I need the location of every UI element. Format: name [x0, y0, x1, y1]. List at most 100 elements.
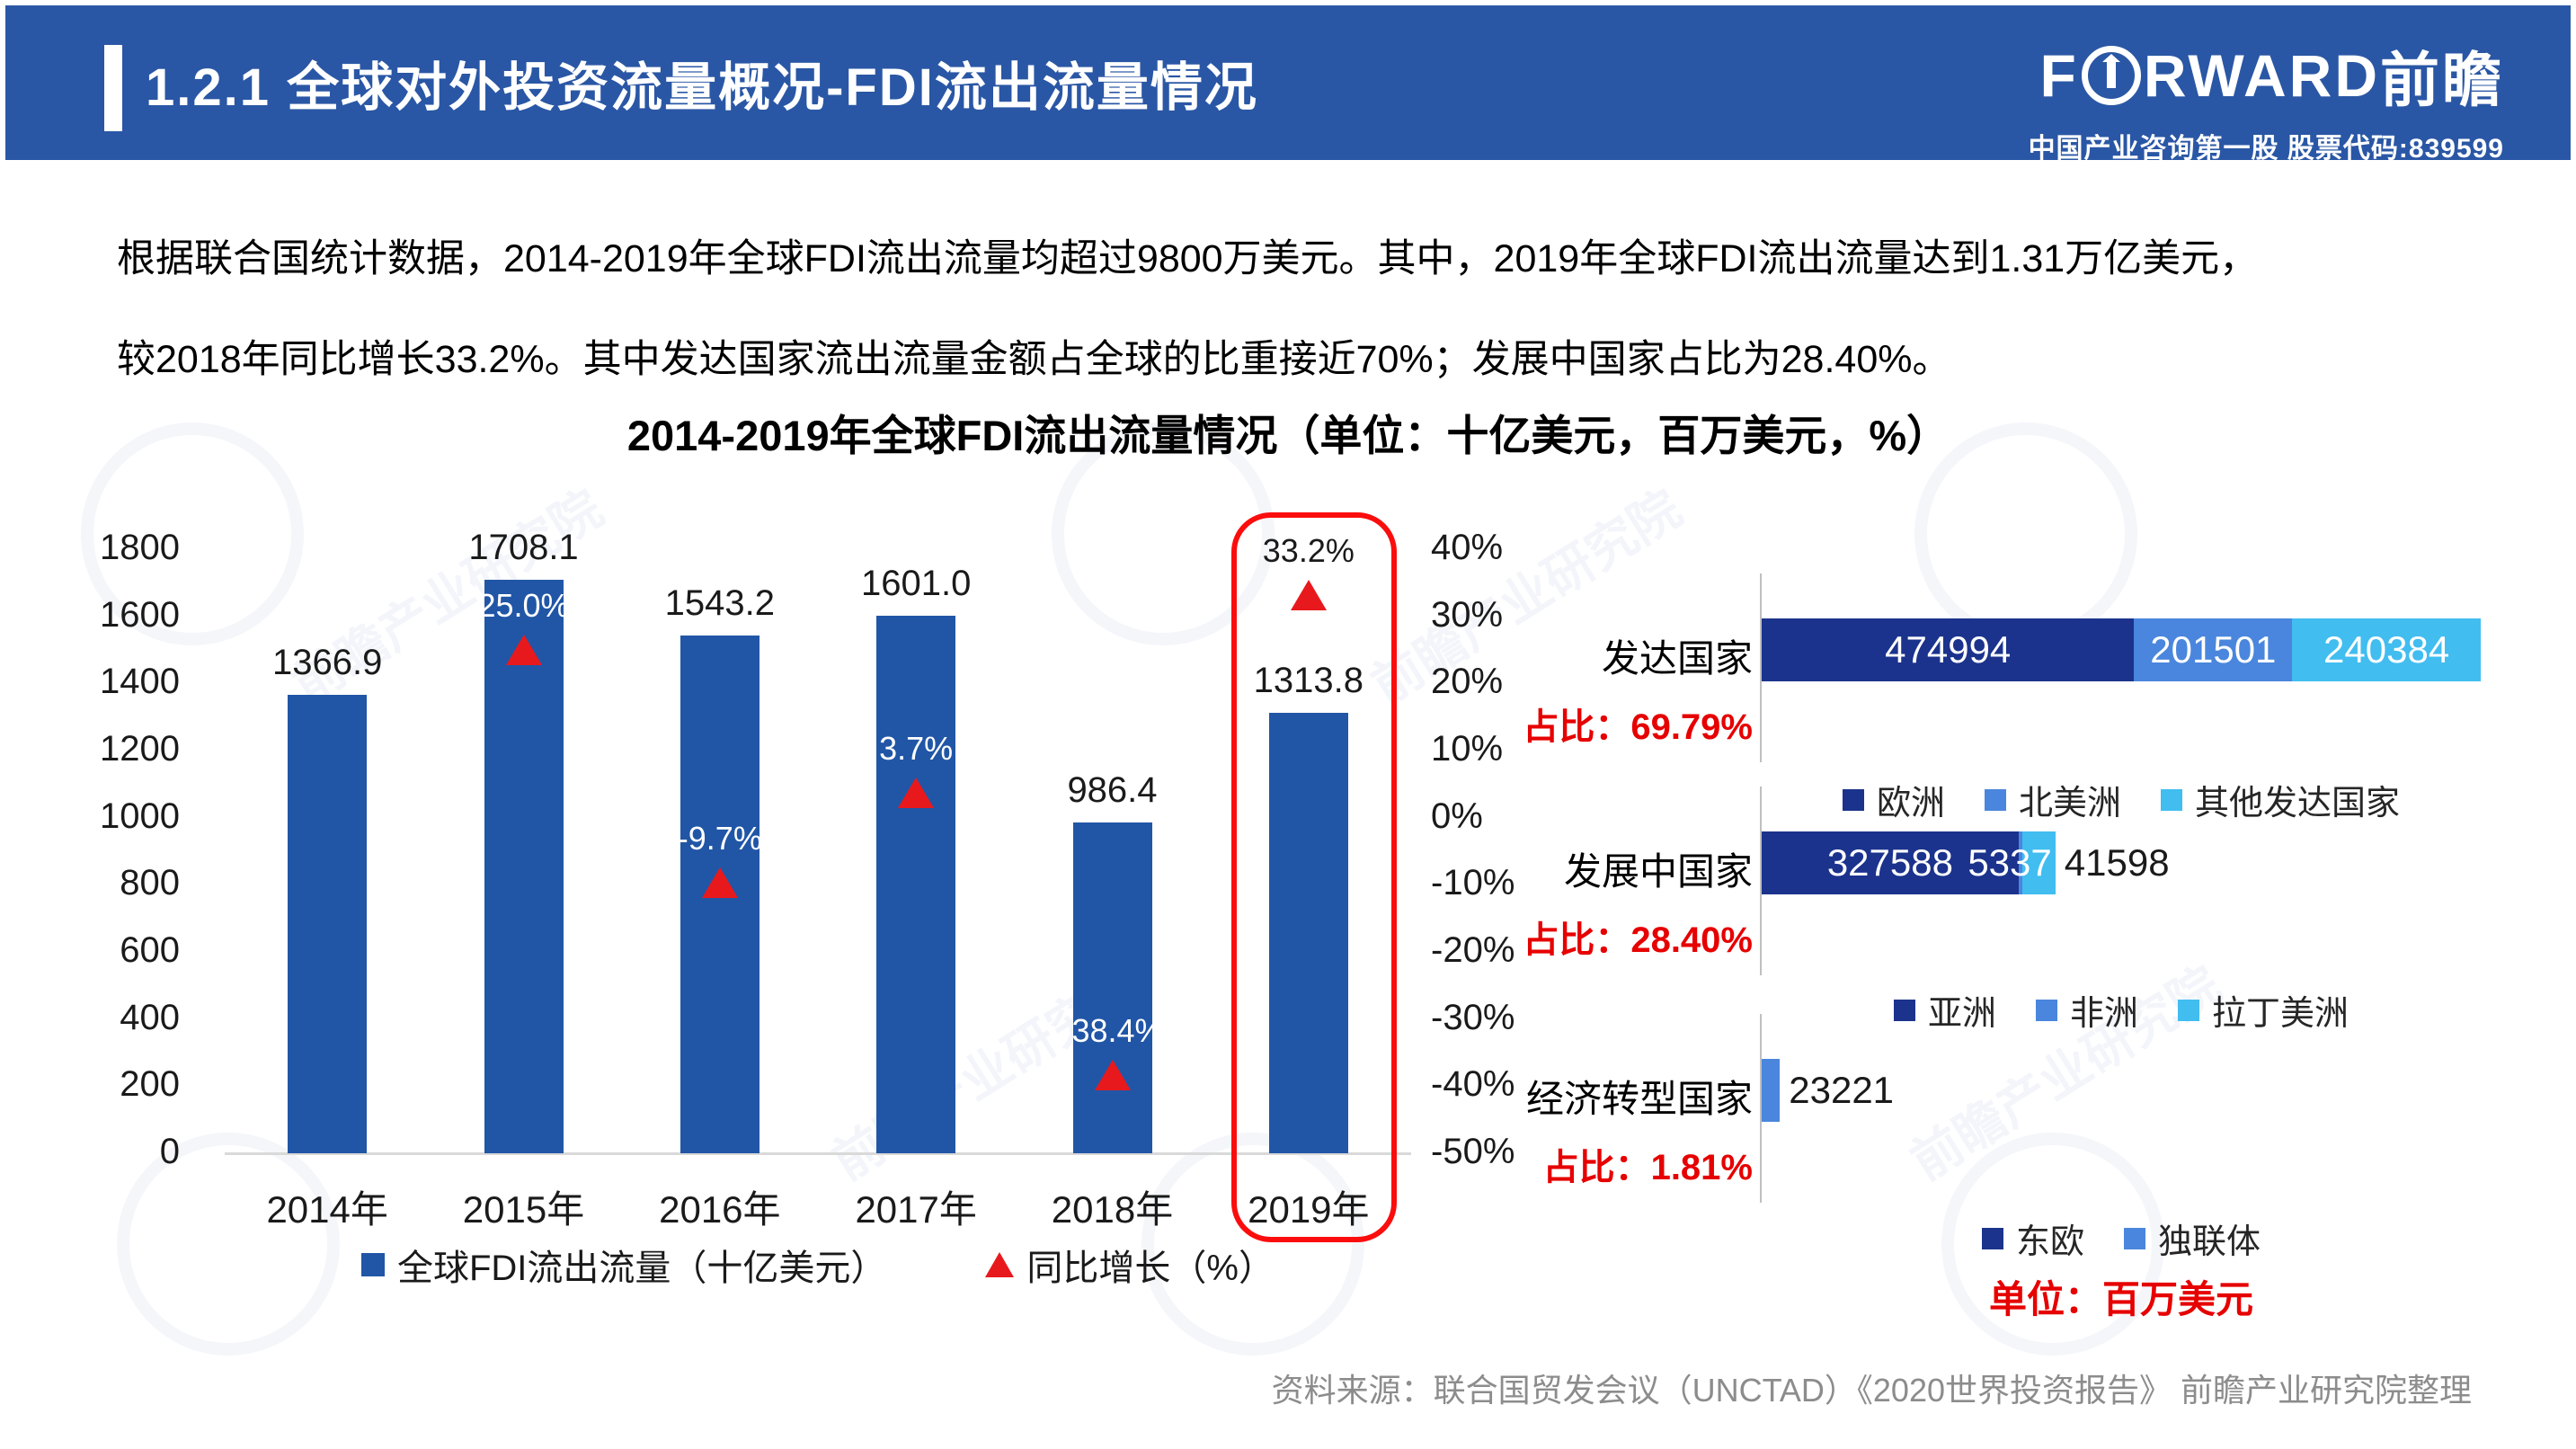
forward-logo: F RWARD 前瞻 中国产业咨询第一股 股票代码:839599: [2029, 32, 2504, 165]
growth-triangle: [898, 778, 935, 809]
logo-cn: 前瞻: [2380, 47, 2504, 113]
legend-swatch: [2178, 999, 2199, 1021]
x-axis-label-2015年: 2015年: [462, 1188, 585, 1231]
segment-独联体: [1762, 1059, 1781, 1122]
growth-label: -38.4%: [1061, 1012, 1164, 1050]
y-axis-right-tick: 10%: [1431, 729, 1504, 769]
legend-item-欧洲: 欧洲: [1842, 775, 1945, 824]
growth-triangle: [1290, 579, 1327, 610]
header-bar: 1.2.1 全球对外投资流量概况-FDI流出流量情况 F RWARD 前瞻 中国产业…: [5, 5, 2571, 164]
y-axis-right-tick: -20%: [1431, 930, 1515, 970]
segment-拉丁美洲: [2022, 831, 2056, 894]
lighthouse-icon: [2081, 46, 2141, 105]
y-axis-left-tick: 1400: [100, 662, 180, 702]
sub-legend-2: 亚洲 非洲 拉丁美洲: [1762, 985, 2481, 1035]
share-label-2: 占比：28.40%: [1523, 920, 1753, 960]
growth-triangle: [1094, 1060, 1131, 1091]
legend-item-东欧: 东欧: [1981, 1213, 2084, 1263]
y-axis-left-tick: 1200: [100, 729, 180, 769]
legend-item-独联体: 独联体: [2124, 1213, 2261, 1263]
legend-swatch: [1893, 999, 1915, 1021]
intro-paragraph: 根据联合国统计数据，2014-2019年全球FDI流出流量均超过9800万美元。…: [117, 209, 2481, 410]
y-axis-left-tick: 400: [120, 997, 180, 1037]
y-axis-right-tick: 30%: [1431, 594, 1504, 635]
bar-value-label: 1601.0: [860, 564, 972, 604]
page-title: 1.2.1 全球对外投资流量概况-FDI流出流量情况: [146, 58, 1258, 117]
legend-label: 拉丁美洲: [2212, 995, 2349, 1033]
legend-label: 全球FDI流出流量（十亿美元）: [396, 1249, 887, 1288]
x-axis-label-2016年: 2016年: [659, 1188, 781, 1231]
logo-letters: RWARD: [2143, 42, 2380, 109]
logo-letter-f: F: [2039, 42, 2079, 109]
row-label-3: 经济转型国家: [1525, 1078, 1753, 1120]
legend-label: 其他发达国家: [2195, 785, 2401, 822]
main-chart-legend: 全球FDI流出流量（十亿美元） 同比增长（%）: [229, 1239, 1407, 1291]
bar-value-label: 1543.2: [664, 582, 775, 623]
sub-legend-1: 欧洲 北美洲 其他发达国家: [1762, 775, 2481, 824]
intro-line-1: 根据联合国统计数据，2014-2019年全球FDI流出流量均超过9800万美元。…: [117, 237, 2259, 280]
y-axis-right-tick: 40%: [1431, 528, 1504, 567]
chart-title: 2014-2019年全球FDI流出流量情况（单位：十亿美元，百万美元，%）: [626, 412, 1950, 459]
row-axis-line: [1760, 1014, 1762, 1203]
y-axis-left-tick: 800: [120, 863, 180, 903]
bar-value-label: 1366.9: [271, 642, 383, 682]
y-axis-right-tick: 20%: [1431, 662, 1504, 702]
y-axis-left-tick: 1000: [100, 796, 180, 836]
legend-swatch: [1981, 1227, 2003, 1249]
legend-item-拉丁美洲: 拉丁美洲: [2178, 985, 2349, 1035]
row-axis-line: [1760, 787, 1762, 975]
unit-note: 单位：百万美元: [1988, 1278, 2253, 1320]
row-label-1: 发达国家: [1601, 637, 1753, 680]
segment-label-拉丁美洲: 41598: [2064, 841, 2170, 884]
title-accent-bar: [104, 45, 122, 131]
row-label-2: 发展中国家: [1563, 850, 1753, 893]
sub-legend-3: 东欧 独联体: [1762, 1213, 2481, 1263]
y-axis-left-tick: 200: [120, 1064, 180, 1105]
legend-label: 同比增长（%）: [1026, 1249, 1275, 1288]
bar-2014年: [288, 694, 368, 1153]
growth-label: -9.7%: [677, 820, 762, 858]
share-label-1: 占比：69.79%: [1523, 707, 1753, 747]
bar-value-label: 1313.8: [1253, 660, 1364, 700]
growth-label: 3.7%: [879, 730, 954, 768]
legend-swatch: [1984, 788, 2006, 811]
legend-label: 欧洲: [1876, 785, 1945, 822]
watermark-text: 前瞻产业研究院: [1901, 956, 2231, 1191]
y-axis-right-tick: -50%: [1431, 1132, 1515, 1171]
y-axis-right-tick: -30%: [1431, 997, 1515, 1037]
x-axis-line: [225, 1152, 1411, 1155]
legend-item-其他发达国家: 其他发达国家: [2161, 775, 2400, 824]
growth-label: 33.2%: [1262, 531, 1355, 569]
bar-2015年: [484, 580, 564, 1153]
bar-value-label: 1708.1: [468, 528, 579, 568]
forward-logo-wordmark: F RWARD 前瞻: [2029, 32, 2504, 119]
y-axis-right-tick: -40%: [1431, 1064, 1515, 1105]
legend-swatch: [2124, 1227, 2145, 1249]
share-label-3: 占比：1.81%: [1542, 1148, 1753, 1187]
segment-欧洲: 474994: [1762, 618, 2135, 681]
segment-label-独联体: 23221: [1789, 1069, 1895, 1111]
x-axis-label-2014年: 2014年: [266, 1188, 388, 1231]
segment-亚洲: 327588: [1762, 831, 2019, 894]
legend-swatch: [2035, 999, 2057, 1021]
legend-swatch: [2161, 788, 2182, 811]
segment-label-非洲: 5337: [1968, 841, 2052, 884]
bar-2018年: [1072, 822, 1152, 1153]
legend-label: 非洲: [2069, 995, 2138, 1033]
y-axis-left-tick: 0: [159, 1132, 180, 1171]
y-axis-right-tick: -10%: [1431, 863, 1515, 903]
bar-2017年: [876, 616, 956, 1153]
legend-swatch: [1842, 788, 1864, 811]
growth-triangle: [701, 867, 738, 899]
bar-value-label: 986.4: [1067, 769, 1158, 810]
highlight-box-2019: [1230, 512, 1397, 1242]
legend-label: 亚洲: [1927, 995, 1996, 1033]
legend-item-非洲: 非洲: [2035, 985, 2138, 1035]
source-note: 资料来源：联合国贸发会议（UNCTAD）《2020世界投资报告》 前瞻产业研究院…: [1271, 1372, 2472, 1409]
legend-label: 东欧: [2015, 1223, 2084, 1261]
bar-2019年: [1268, 712, 1348, 1153]
growth-series-swatch: [985, 1252, 1015, 1277]
legend-item-growth-series: 同比增长（%）: [985, 1239, 1275, 1291]
x-axis-label-2018年: 2018年: [1051, 1188, 1174, 1231]
y-axis-right-tick: 0%: [1431, 796, 1483, 836]
